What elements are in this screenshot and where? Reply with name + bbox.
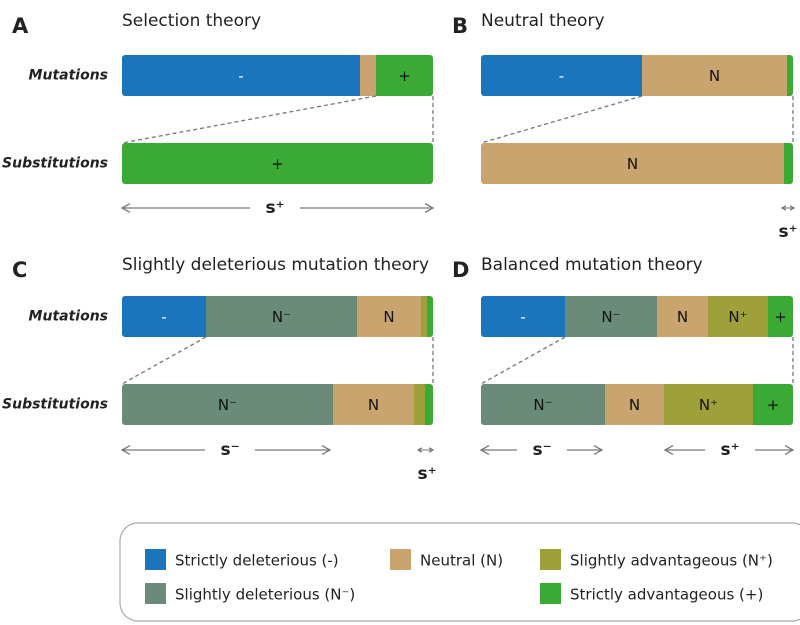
bar-segment [481,143,784,184]
scale-label: s⁺ [720,440,739,460]
bar-segment [360,55,376,96]
bar-segment [657,296,708,337]
segment-label: N [627,155,638,173]
legend-label: Slightly advantageous (N⁺) [570,552,773,570]
segment-label: N⁻ [218,396,237,414]
scale-label: s⁻ [220,440,239,460]
bar-segment [122,384,333,425]
arrow-head [321,445,332,455]
bar-segment [421,296,427,337]
segment-label: N [629,396,640,414]
segment-label: N [677,308,688,326]
dashed-connector [480,95,643,144]
arrow-head [428,447,435,453]
segment-label: + [271,155,284,173]
segment-label: N [383,308,394,326]
bar-segment [122,296,206,337]
bar-segment [753,384,793,425]
panel-title: Selection theory [122,11,261,31]
row-label: Mutations [29,309,108,325]
bar-segment [642,55,787,96]
bar-segment [565,296,657,337]
segment-label: - [520,308,525,326]
segment-label: - [161,308,166,326]
panel-letter: A [12,14,29,38]
bar-segment [664,384,753,425]
arrow-head [663,445,674,455]
segment-label: N⁻ [533,396,552,414]
legend-label: Strictly deleterious (-) [175,552,339,570]
panel-letter: C [12,258,27,282]
arrow-head [479,445,490,455]
dashed-connector [121,95,377,144]
arrow-head [120,445,131,455]
dashed-connector [480,336,566,385]
arrow-head [120,203,131,213]
legend-swatch [540,583,561,604]
bar-segment [425,384,433,425]
panel-title: Slightly deleterious mutation theory [122,255,429,275]
bar-segment [427,296,433,337]
dashed-connector [121,336,207,385]
bar-segment [768,296,793,337]
bar-segment [708,296,768,337]
bar-segment [787,55,793,96]
bar-segment [376,55,433,96]
scale-label: s⁺ [265,198,284,218]
bar-segment [122,55,360,96]
bar-segment [357,296,421,337]
legend-label: Slightly deleterious (N⁻) [175,586,355,604]
segment-label: N⁻ [272,308,291,326]
bar-segment [414,384,425,425]
legend-swatch [145,549,166,570]
segment-label: N [368,396,379,414]
segment-label: N [709,67,720,85]
arrow-head [593,445,604,455]
segment-label: + [767,396,780,414]
segment-label: + [398,67,411,85]
segment-label: N⁻ [601,308,620,326]
segment-label: + [774,308,787,326]
segment-label: - [238,67,243,85]
bar-segment [206,296,357,337]
panel-letter: D [452,258,469,282]
segment-label: N⁺ [728,308,747,326]
row-label: Substitutions [2,397,108,413]
bar-segment [481,384,605,425]
segment-label: N⁺ [699,396,718,414]
panel-title: Neutral theory [481,11,605,31]
legend-swatch [390,549,411,570]
bar-segment [605,384,664,425]
arrow-head [784,445,795,455]
legend-label: Neutral (N) [420,552,503,570]
scale-label: s⁺ [417,464,436,484]
row-label: Mutations [29,68,108,84]
legend-swatch [540,549,561,570]
row-label: Substitutions [2,156,108,172]
bar-segment [784,143,793,184]
panel-title: Balanced mutation theory [481,255,703,275]
legend-swatch [145,583,166,604]
scale-label: s⁻ [532,440,551,460]
legend-box [119,522,800,622]
segment-label: - [559,67,564,85]
bar-segment [481,55,642,96]
panel-letter: B [452,14,468,38]
arrow-head [424,203,435,213]
bar-segment [333,384,414,425]
scale-label: s⁺ [778,222,797,242]
arrow-head [780,205,787,211]
bar-segment [122,143,433,184]
bar-segment [481,296,565,337]
arrow-head [416,447,423,453]
arrow-head [789,205,796,211]
legend-label: Strictly advantageous (+) [570,586,763,604]
